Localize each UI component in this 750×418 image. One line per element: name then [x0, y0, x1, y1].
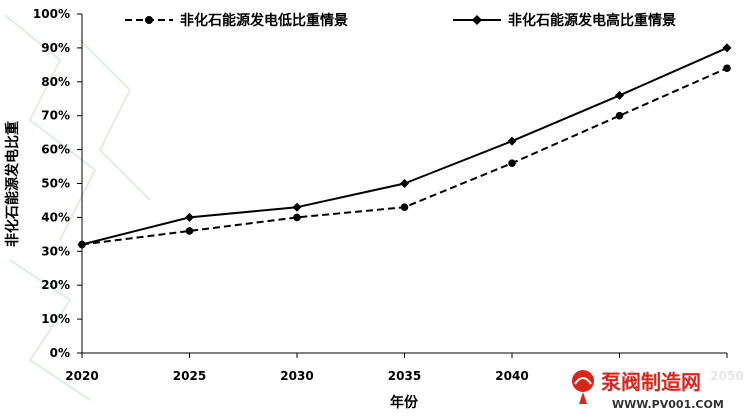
- legend: 非化石能源发电低比重情景 非化石能源发电高比重情景: [125, 12, 676, 29]
- data-point-series-1: [77, 240, 87, 250]
- data-point-series-0: [400, 203, 409, 212]
- axes: 0% 10% 20% 30% 40% 50% 60% 70% 80% 90% 100% 2020 20…: [33, 7, 744, 383]
- x-axis-title: 年份: [390, 394, 419, 411]
- data-point-series-0: [185, 227, 194, 235]
- data-point-series-1: [507, 136, 517, 146]
- background-watermark: [4, 14, 151, 401]
- y-tick-label: 60%: [41, 143, 70, 157]
- y-tick-label: 90%: [41, 41, 70, 55]
- y-tick-label: 70%: [41, 109, 70, 123]
- y-tick-label: 0%: [50, 346, 70, 360]
- y-axis-title: 非化石能源发电比重: [4, 121, 21, 247]
- series-line-1: [81, 46, 728, 246]
- data-point-series-1: [615, 90, 624, 100]
- x-tick-label: 2040: [495, 369, 528, 383]
- x-tick-label: 2030: [280, 369, 313, 383]
- data-point-series-1: [722, 43, 732, 53]
- y-tick-label: 100%: [33, 7, 70, 21]
- y-tick-label: 40%: [41, 210, 70, 224]
- legend-marker-high: [472, 15, 482, 25]
- x-tick-label: 2035: [388, 369, 421, 383]
- data-point-series-1: [185, 212, 194, 222]
- legend-marker-low: [145, 16, 153, 24]
- watermark-url-text: WWW.PV001.COM: [612, 398, 724, 411]
- y-tick-label: 30%: [41, 244, 70, 258]
- data-point-series-0: [723, 64, 731, 73]
- y-tick-label: 20%: [41, 278, 70, 292]
- y-ticks: 0% 10% 20% 30% 40% 50% 60% 70% 80% 90% 100%: [33, 7, 82, 360]
- watermark-logo-icon: [572, 370, 594, 404]
- x-tick-label: 2020: [65, 369, 98, 383]
- data-point-series-0: [293, 213, 301, 222]
- y-tick-label: 80%: [41, 75, 70, 89]
- data-point-series-1: [292, 202, 302, 212]
- y-tick-label: 50%: [41, 177, 70, 191]
- series-line-0: [81, 67, 728, 246]
- series-layer: [77, 43, 732, 250]
- y-tick-label: 10%: [41, 312, 70, 326]
- data-point-series-0: [508, 159, 516, 167]
- brand-watermark: 泵阀制造网 WWW.PV001.COM: [566, 364, 750, 418]
- watermark-brand-text: 泵阀制造网: [601, 370, 701, 394]
- legend-label-low: 非化石能源发电低比重情景: [180, 12, 348, 29]
- data-point-series-0: [615, 111, 624, 120]
- watermark-background: [566, 364, 750, 418]
- x-tick-label: 2025: [173, 369, 206, 383]
- data-point-series-1: [400, 179, 409, 188]
- legend-label-high: 非化石能源发电高比重情景: [508, 12, 676, 29]
